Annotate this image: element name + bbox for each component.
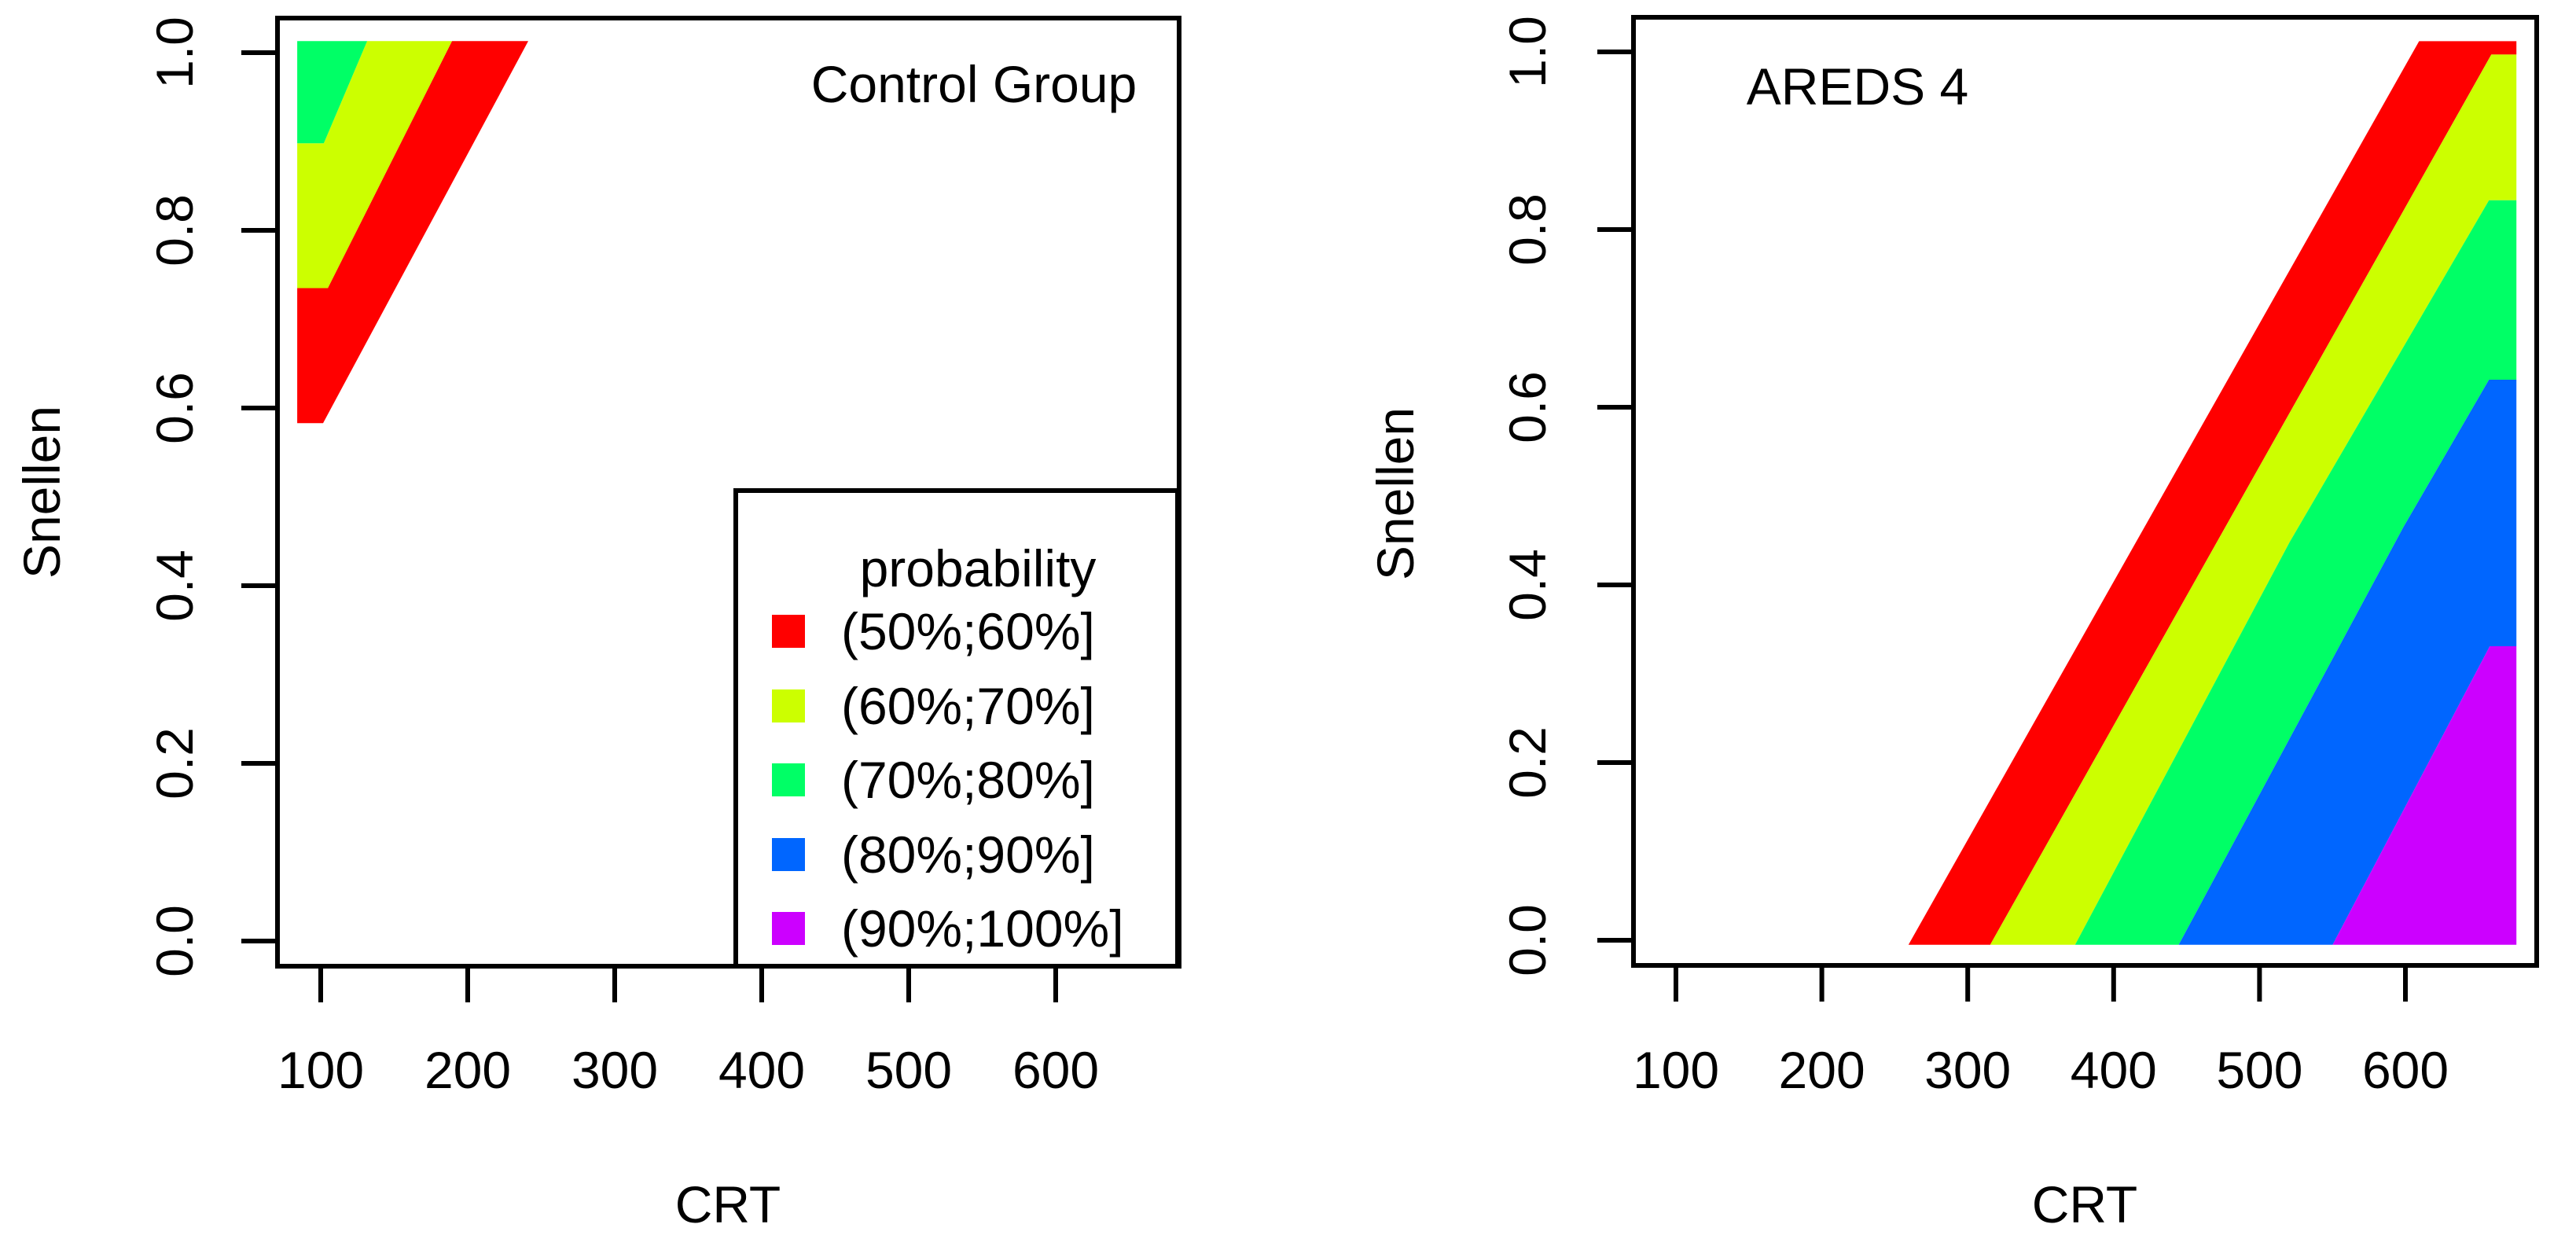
legend-title: probability (860, 539, 1097, 597)
legend-item-label-4: (90%;100%] (841, 899, 1124, 958)
panel-title-right: AREDS 4 (1747, 57, 1968, 116)
y-tick-label-right: 1.0 (1498, 16, 1556, 88)
contour-band-right-3 (2178, 380, 2517, 945)
x-tick-label-right: 100 (1633, 1041, 1719, 1099)
plot-border-right (1631, 15, 2539, 968)
contour-band-left-0 (297, 41, 528, 424)
contour-band-right-4 (2332, 646, 2517, 945)
y-axis-label-right: Snellen (1366, 407, 1424, 580)
legend-item-label-2: (70%;80%] (841, 751, 1095, 809)
legend-swatch-2 (772, 763, 805, 796)
panel-title-left: Control Group (811, 55, 1137, 113)
y-tick-label-left: 0.6 (145, 372, 204, 444)
x-tick-label-right: 300 (1924, 1041, 2011, 1099)
legend-box (733, 488, 1180, 969)
legend-swatch-3 (772, 838, 805, 871)
x-axis-label-right: CRT (2032, 1175, 2137, 1233)
y-tick-label-right: 0.4 (1498, 549, 1556, 621)
y-tick-label-right: 0.0 (1498, 904, 1556, 976)
contour-band-right-2 (2074, 200, 2517, 945)
legend-item-label-1: (60%;70%] (841, 677, 1095, 735)
x-tick-label-right: 200 (1779, 1041, 1865, 1099)
y-tick-label-left: 0.4 (145, 550, 204, 622)
legend-item-label-0: (50%;60%] (841, 602, 1095, 660)
y-tick-label-right: 0.8 (1498, 193, 1556, 266)
y-tick-label-left: 0.8 (145, 194, 204, 267)
x-tick-label-right: 500 (2216, 1041, 2302, 1099)
x-axis-label-left: CRT (675, 1175, 781, 1233)
legend-swatch-0 (772, 615, 805, 648)
x-tick-label-right: 600 (2362, 1041, 2449, 1099)
x-tick-label-left: 300 (571, 1041, 658, 1099)
contour-band-right-0 (1908, 41, 2517, 945)
contour-band-left-1 (297, 41, 452, 289)
legend-swatch-1 (772, 689, 805, 722)
y-tick-label-left: 0.0 (145, 905, 204, 977)
x-tick-label-left: 200 (424, 1041, 511, 1099)
x-tick-label-left: 600 (1012, 1041, 1099, 1099)
x-tick-label-right: 400 (2071, 1041, 2157, 1099)
y-tick-label-left: 1.0 (145, 17, 204, 89)
y-axis-label-left: Snellen (13, 406, 71, 579)
x-tick-label-left: 500 (865, 1041, 952, 1099)
x-tick-label-left: 100 (277, 1041, 364, 1099)
y-tick-label-left: 0.2 (145, 727, 204, 800)
contour-band-left-2 (297, 41, 368, 144)
y-tick-label-right: 0.2 (1498, 726, 1556, 799)
y-tick-label-right: 0.6 (1498, 371, 1556, 443)
contour-band-right-1 (1990, 54, 2517, 945)
legend-item-label-3: (80%;90%] (841, 825, 1095, 884)
legend-swatch-4 (772, 912, 805, 945)
x-tick-label-left: 400 (718, 1041, 805, 1099)
